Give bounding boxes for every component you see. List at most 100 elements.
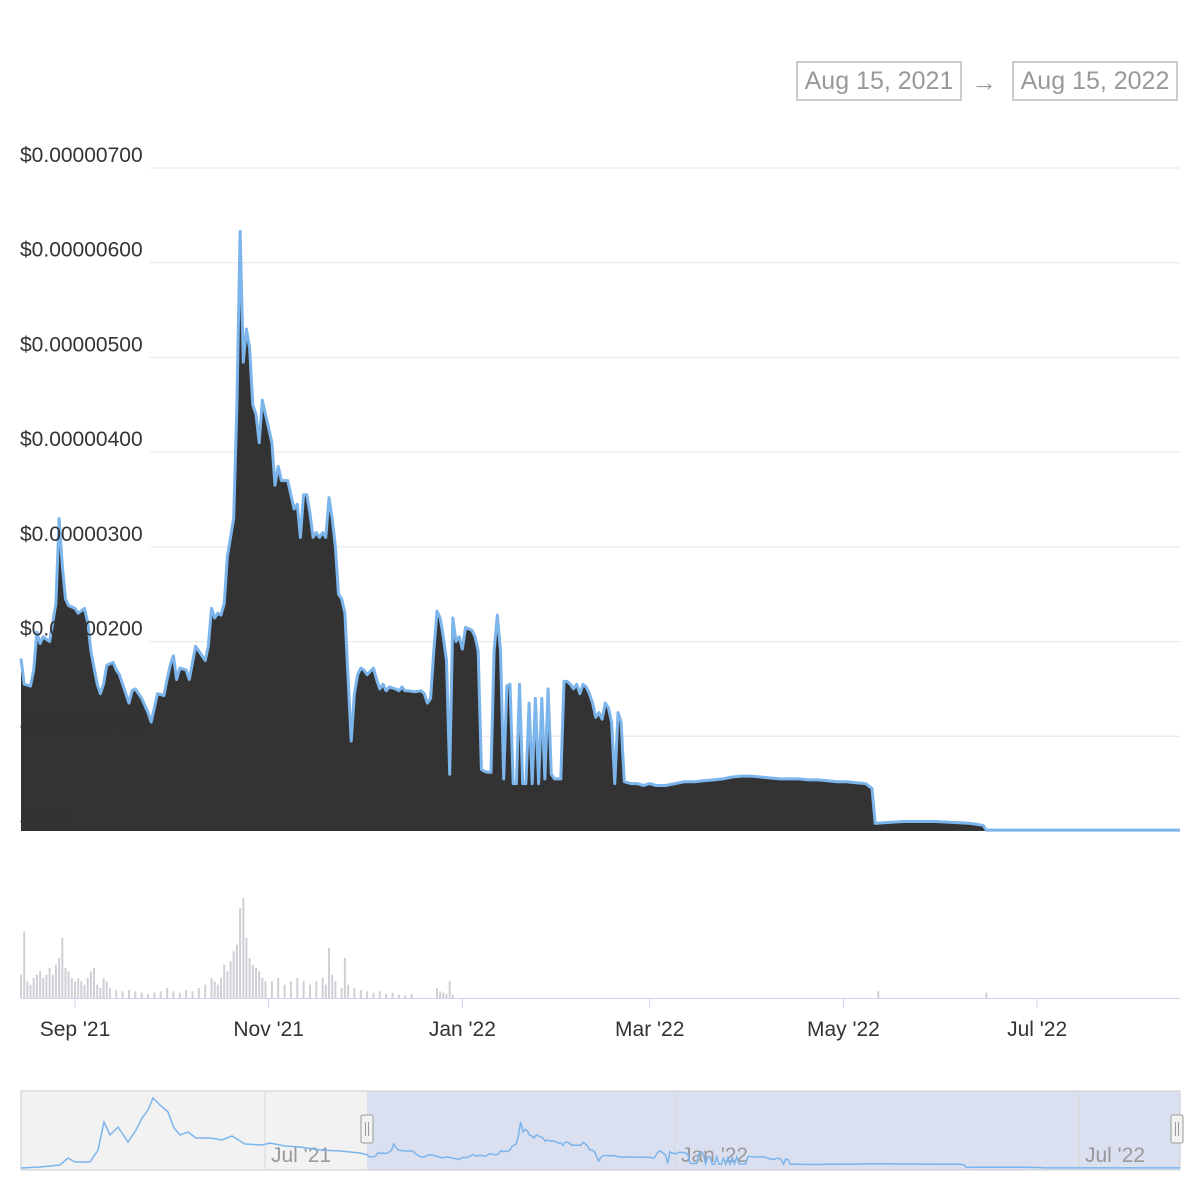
volume-bar (178, 992, 181, 998)
volume-bar (128, 990, 130, 998)
volume-bar (277, 978, 280, 998)
volume-bar (391, 992, 394, 998)
volume-bar (20, 974, 22, 998)
volume-bar (35, 974, 38, 998)
volume-bar (385, 994, 388, 998)
volume-bar (86, 978, 89, 998)
date-range-from-input[interactable]: Aug 15, 2021 (796, 61, 962, 101)
volume-bar (302, 981, 305, 998)
price-area-fill (21, 231, 1180, 831)
volume-bar (102, 978, 105, 998)
navigator-series (20, 1096, 1180, 1169)
volume-bar (93, 968, 95, 998)
navigator[interactable]: Jul '21 Jan '22 Jul '22 (20, 1090, 1184, 1171)
y-tick-label: $0.00000100 (20, 712, 143, 735)
volume-bars (20, 898, 988, 998)
volume-bar (289, 981, 292, 998)
volume-bar (61, 938, 64, 998)
volume-bar (210, 978, 213, 998)
volume-bar (58, 958, 61, 998)
volume-bar (23, 931, 26, 998)
volume-bar (54, 964, 57, 998)
volume-bar (32, 978, 35, 998)
volume-bar (220, 978, 222, 998)
volume-bar (347, 984, 350, 998)
volume-bar (340, 988, 343, 998)
volume-bar (70, 978, 73, 998)
volume-bar (159, 991, 162, 998)
volume-bar (255, 968, 257, 998)
volume-bar (74, 981, 76, 998)
volume-bar (45, 974, 48, 998)
volume-bar (26, 981, 29, 998)
volume-bar (372, 992, 375, 998)
volume-bar (80, 981, 83, 998)
volume-bar (366, 991, 369, 998)
y-tick-label: $0.00000600 (20, 239, 143, 262)
volume-bar (226, 971, 229, 998)
volume-bar (96, 984, 99, 998)
volume-bar (264, 981, 267, 998)
y-tick-label: $0.00000300 (20, 523, 143, 546)
volume-bar (51, 974, 54, 998)
volume-bar (83, 984, 86, 998)
volume-bar (229, 961, 232, 998)
volume-bar (67, 971, 70, 998)
volume-bar (140, 992, 143, 998)
volume-bar (378, 991, 381, 998)
volume-bar (223, 964, 226, 998)
navigator-selected-range[interactable] (367, 1091, 1180, 1170)
volume-bar (445, 994, 448, 998)
volume-bar (397, 994, 400, 998)
volume-bar (245, 938, 248, 998)
volume-bar (410, 994, 413, 998)
grid-lines (150, 167, 1180, 737)
volume-bar (216, 984, 219, 998)
x-tick-label: Jul '22 (1007, 1018, 1067, 1041)
volume-bar (315, 981, 318, 998)
volume-bar (251, 964, 254, 998)
volume-bar (324, 984, 327, 998)
volume-bar (359, 990, 362, 998)
volume-bar (153, 992, 156, 998)
volume-bar (436, 988, 438, 998)
volume-bar (99, 988, 102, 998)
y-tick-label: $0.00 (20, 807, 73, 830)
volume-bar (442, 992, 445, 998)
volume-bar (147, 994, 149, 998)
volume-bar (42, 978, 45, 998)
volume-bar (64, 968, 67, 998)
price-line (19, 230, 1180, 832)
volume-bar (197, 988, 200, 998)
volume-bar (239, 908, 242, 998)
volume-bar (404, 995, 407, 998)
volume-bar (261, 978, 264, 998)
volume-bar (121, 991, 124, 998)
volume-bar (877, 991, 880, 998)
volume-bar (77, 978, 80, 998)
volume-bar (283, 984, 286, 998)
volume-bar (321, 978, 324, 998)
volume-bar (353, 988, 356, 998)
navigator-handle-right[interactable] (1170, 1114, 1184, 1144)
volume-bar (242, 898, 245, 998)
volume-bar (166, 988, 169, 998)
volume-bar (172, 991, 175, 998)
price-area (19, 230, 1180, 832)
date-range-arrow: → (971, 67, 997, 97)
volume-bar (29, 984, 32, 998)
volume-bar (448, 981, 451, 998)
volume-bar (39, 971, 42, 998)
x-tick-label: Sep '21 (40, 1018, 111, 1041)
volume-bar (331, 974, 334, 998)
volume-bar (309, 984, 311, 998)
volume-bar (248, 958, 251, 998)
date-range-to-input[interactable]: Aug 15, 2022 (1012, 61, 1178, 101)
navigator-handle-left[interactable] (360, 1114, 374, 1144)
volume-bar (439, 991, 442, 998)
x-tick-label: Jan '22 (429, 1018, 496, 1041)
volume-bar (334, 981, 337, 998)
volume-bar (48, 968, 51, 998)
volume-bar (213, 981, 216, 998)
